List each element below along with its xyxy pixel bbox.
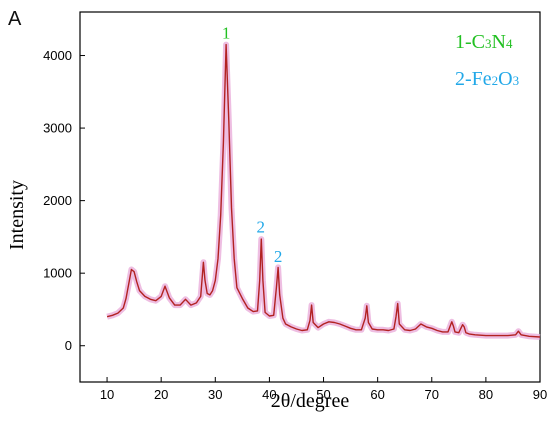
x-tick-label: 50 — [316, 387, 330, 402]
x-tick-label: 40 — [262, 387, 276, 402]
x-tick-label: 80 — [479, 387, 493, 402]
peak-annotations: 1 22 — [222, 24, 282, 266]
x-tick-label: 10 — [100, 387, 114, 402]
y-tick-label: 2000 — [43, 193, 72, 208]
x-tick-label: 70 — [425, 387, 439, 402]
x-tick-label: 60 — [370, 387, 384, 402]
series-line — [106, 43, 541, 338]
y-axis-label: Intensity — [6, 180, 28, 250]
legend-entry: 1-C3N4 — [455, 31, 513, 53]
x-tick-label: 20 — [154, 387, 168, 402]
x-tick-label: 30 — [208, 387, 222, 402]
y-tick-label: 1000 — [43, 266, 72, 281]
plot-frame — [79, 11, 541, 383]
panel-label: A — [8, 8, 22, 30]
peak-label: 1 — [222, 24, 231, 43]
y-tick-label: 4000 — [43, 48, 72, 63]
y-tick-label: 3000 — [43, 121, 72, 136]
peak-label: 2 — [257, 217, 266, 236]
legend-entry: 2-Fe2O3 — [455, 68, 519, 90]
axis-ticks: 10 20 30 40 50 60 70 80 90 0 1000 2000 3000 4000 — [43, 48, 547, 402]
series-line-layer — [106, 43, 541, 338]
legend: 1-C3N4 2-Fe2O3 — [455, 31, 519, 90]
peak-label: 2 — [274, 247, 283, 266]
x-tick-label: 90 — [533, 387, 547, 402]
x-axis-label: 2θ/degree — [271, 390, 350, 412]
y-tick-label: 0 — [65, 338, 72, 353]
